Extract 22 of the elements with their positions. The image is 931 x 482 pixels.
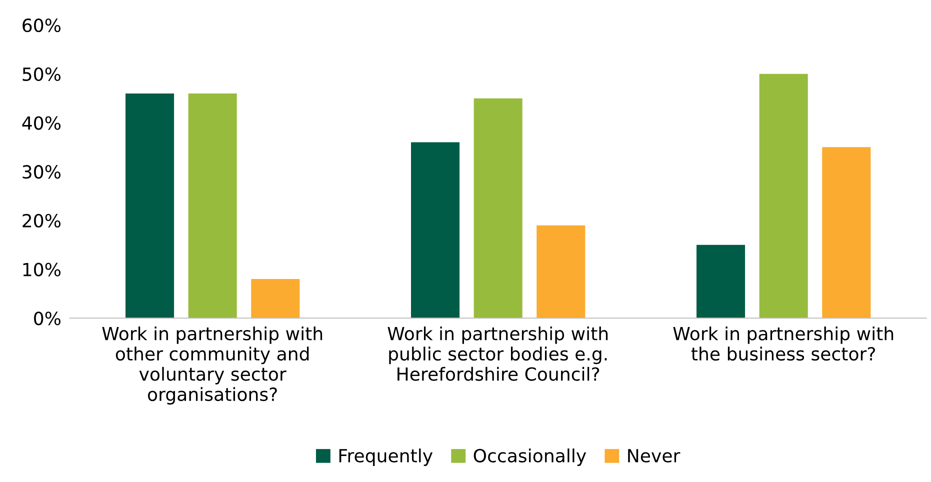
- bar: [696, 244, 746, 318]
- bar: [759, 74, 808, 318]
- y-tick-label: 10%: [23, 262, 60, 276]
- bar: [822, 147, 871, 318]
- y-tick-label: 50%: [22, 67, 60, 82]
- legend-label: Frequently: [339, 448, 433, 466]
- bar: [411, 142, 460, 318]
- legend-label: Never: [628, 449, 680, 462]
- bar: [474, 98, 522, 318]
- bar: [251, 279, 300, 318]
- y-tick-label: 20%: [22, 214, 60, 228]
- y-tick-label: 40%: [22, 116, 60, 130]
- x-tick-label: Work in partnership with other community and voluntary sector organisations?: [102, 326, 322, 405]
- bar: [126, 93, 174, 318]
- y-tick-label: 30%: [22, 165, 60, 179]
- legend-label: Occasionally: [474, 448, 586, 466]
- bar: [536, 225, 586, 318]
- y-tick-label: 0%: [34, 312, 60, 326]
- bar: [188, 93, 237, 318]
- y-tick-label: 60%: [22, 18, 60, 32]
- x-tick-label: Work in partnership with the business sector?: [673, 326, 894, 361]
- x-tick-label: Work in partnership with public sector bodies e.g. Herefordshire Council?: [388, 326, 608, 381]
